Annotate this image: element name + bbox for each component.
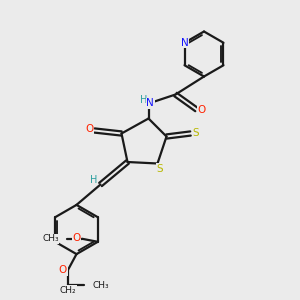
- Text: S: S: [157, 164, 163, 174]
- Text: H: H: [90, 175, 98, 185]
- Text: N: N: [181, 38, 188, 48]
- Text: CH₃: CH₃: [92, 281, 109, 290]
- Text: O: O: [85, 124, 94, 134]
- Text: H: H: [140, 94, 147, 105]
- Text: O: O: [59, 265, 67, 275]
- Text: O: O: [73, 233, 81, 243]
- Text: CH₂: CH₂: [60, 286, 76, 295]
- Text: S: S: [193, 128, 199, 139]
- Text: N: N: [146, 98, 154, 109]
- Text: O: O: [197, 105, 206, 115]
- Text: CH₃: CH₃: [42, 234, 59, 243]
